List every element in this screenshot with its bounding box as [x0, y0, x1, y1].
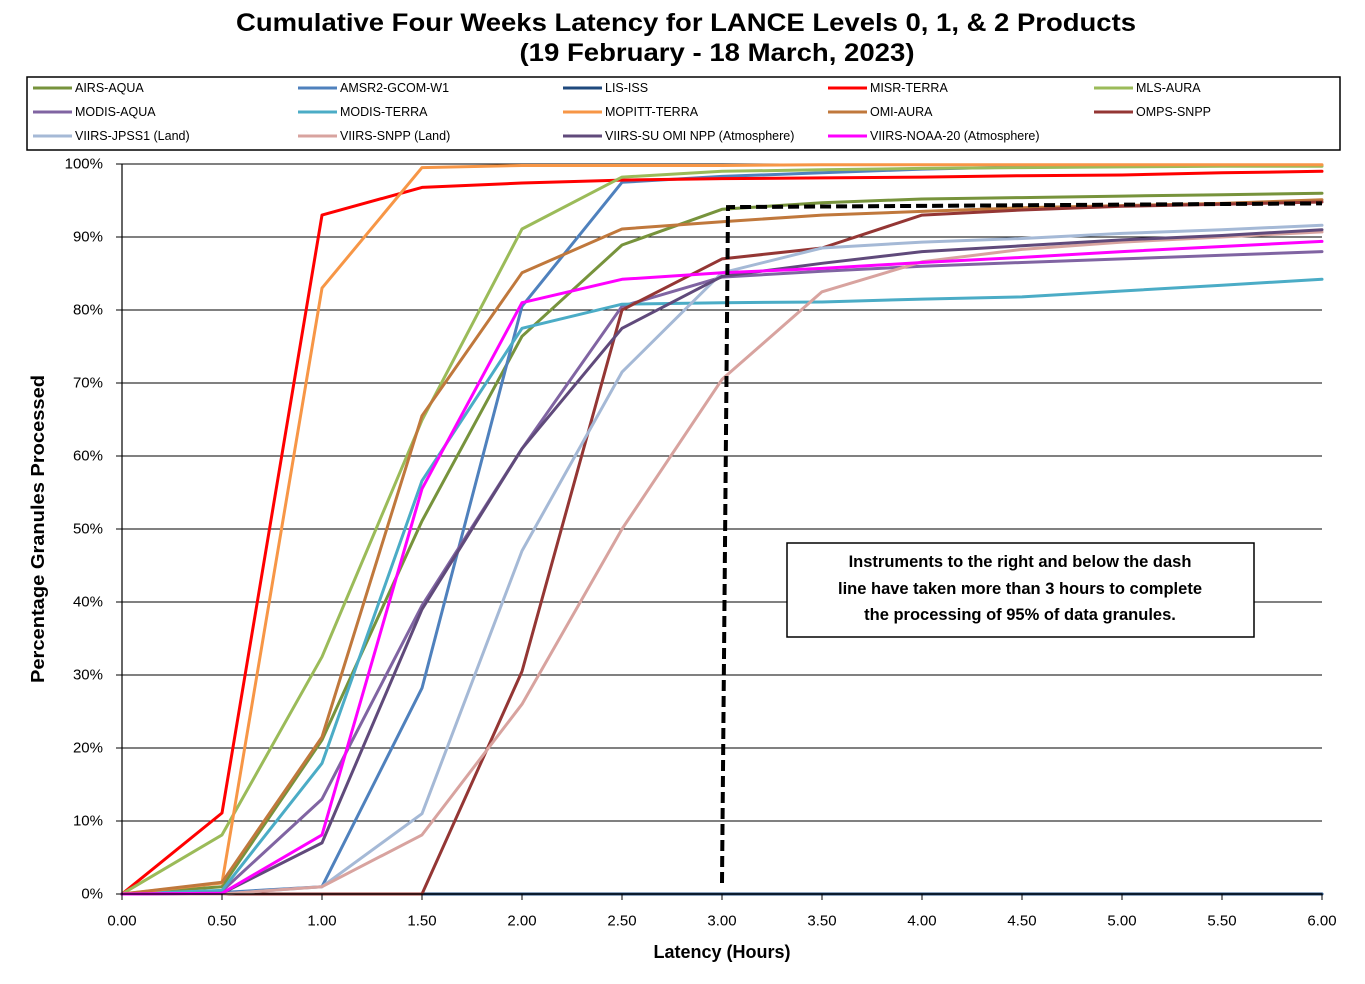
legend-item: MODIS-TERRA	[298, 105, 428, 119]
series-line-airs-aqua	[120, 191, 1324, 896]
x-tick-label: 1.50	[407, 913, 436, 930]
series-line-mopitt-terra	[120, 163, 1324, 896]
x-tick-label: 2.00	[507, 913, 536, 930]
x-tick-label: 0.00	[107, 913, 136, 930]
x-tick-label: 5.00	[1107, 913, 1136, 930]
legend-item: AMSR2-GCOM-W1	[298, 81, 449, 95]
legend-label: MLS-AURA	[1136, 81, 1201, 95]
x-tick-label: 0.50	[207, 913, 236, 930]
reference-layer	[720, 201, 1323, 884]
legend-label: LIS-ISS	[605, 81, 648, 95]
legend-label: VIIRS-NOAA-20 (Atmosphere)	[870, 129, 1040, 143]
legend-label: MOPITT-TERRA	[605, 105, 699, 119]
y-tick-label: 70%	[73, 375, 103, 392]
legend-item: LIS-ISS	[563, 81, 648, 95]
x-axis-label: Latency (Hours)	[653, 942, 790, 962]
annotation-line: the processing of 95% of data granules.	[864, 606, 1176, 624]
legend-label: MISR-TERRA	[870, 81, 948, 95]
legend-item: VIIRS-JPSS1 (Land)	[33, 129, 190, 143]
legend-label: VIIRS-JPSS1 (Land)	[75, 129, 190, 143]
legend-item: MLS-AURA	[1094, 81, 1201, 95]
threshold-dashed-line	[720, 201, 1323, 884]
legend-label: VIIRS-SNPP (Land)	[340, 129, 450, 143]
y-axis-label: Percentage Granules Processed	[28, 375, 48, 683]
legend-item: VIIRS-NOAA-20 (Atmosphere)	[828, 129, 1040, 143]
y-tick-label: 30%	[73, 667, 103, 684]
y-tick-label: 20%	[73, 740, 103, 757]
chart-subtitle: (19 February - 18 March, 2023)	[520, 39, 915, 67]
x-tick-label: 4.50	[1007, 913, 1036, 930]
series-line-viirs-snpp-land	[120, 230, 1324, 896]
legend-label: MODIS-AQUA	[75, 105, 156, 119]
y-tick-label: 40%	[73, 594, 103, 611]
y-tick-label: 60%	[73, 448, 103, 465]
y-tick-label: 50%	[73, 521, 103, 538]
y-tick-label: 90%	[73, 229, 103, 246]
series-line-misr-terra	[120, 169, 1324, 896]
legend-item: AIRS-AQUA	[33, 81, 144, 95]
y-tick-label: 0%	[81, 886, 103, 903]
x-tick-label: 1.00	[307, 913, 336, 930]
legend-item: MOPITT-TERRA	[563, 105, 699, 119]
series-line-mls-aura	[120, 164, 1324, 896]
y-tick-label: 80%	[73, 302, 103, 319]
x-tick-label: 6.00	[1307, 913, 1336, 930]
series-line-viirs-su-omi-npp-atmosphere	[120, 228, 1324, 896]
legend-label: AMSR2-GCOM-W1	[340, 81, 449, 95]
x-tick-label: 3.00	[707, 913, 736, 930]
legend: AIRS-AQUA AMSR2-GCOM-W1 LIS-ISS MISR-TERRA M…	[26, 76, 1341, 151]
x-tick-label: 4.00	[907, 913, 936, 930]
legend-label: OMPS-SNPP	[1136, 105, 1211, 119]
annotation-box: Instruments to the right and below the d…	[786, 542, 1255, 638]
legend-label: OMI-AURA	[870, 105, 933, 119]
legend-item: MODIS-AQUA	[33, 105, 156, 119]
legend-item: VIIRS-SNPP (Land)	[298, 129, 450, 143]
legend-item: VIIRS-SU OMI NPP (Atmosphere)	[563, 129, 794, 143]
legend-item: MISR-TERRA	[828, 81, 948, 95]
legend-item: OMPS-SNPP	[1094, 105, 1211, 119]
x-tick-label: 5.50	[1207, 913, 1236, 930]
series-layer	[120, 163, 1324, 896]
annotation-frame	[786, 542, 1255, 638]
y-tick-label: 100%	[65, 156, 103, 173]
legend-label: AIRS-AQUA	[75, 81, 144, 95]
annotation-line: line have taken more than 3 hours to com…	[838, 580, 1202, 598]
x-tick-label: 3.50	[807, 913, 836, 930]
series-line-modis-terra	[120, 277, 1324, 896]
annotation-line: Instruments to the right and below the d…	[849, 553, 1192, 571]
series-line-viirs-noaa-20-atmosphere	[120, 239, 1324, 896]
legend-label: VIIRS-SU OMI NPP (Atmosphere)	[605, 129, 794, 143]
legend-item: OMI-AURA	[828, 105, 933, 119]
axes: 0% 10% 20% 30% 40% 50% 60% 70% 80% 90% 100% 0.00 0.5…	[65, 156, 1337, 930]
gridlines	[122, 163, 1322, 822]
legend-label: MODIS-TERRA	[340, 105, 428, 119]
chart-title: Cumulative Four Weeks Latency for LANCE …	[236, 9, 1136, 37]
x-tick-label: 2.50	[607, 913, 636, 930]
y-tick-label: 10%	[73, 813, 103, 830]
